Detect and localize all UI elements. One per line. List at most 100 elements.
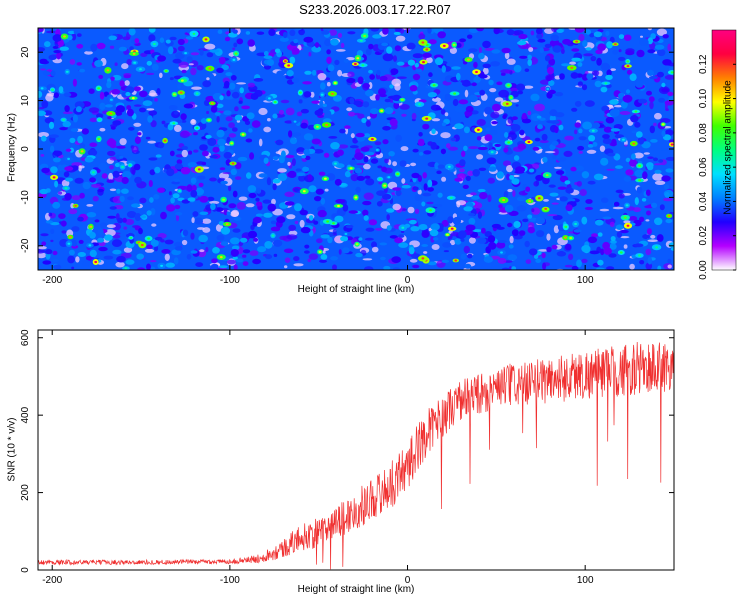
heatmap-cell <box>473 61 478 69</box>
heatmap-cell <box>64 166 74 171</box>
heatmap-cell <box>116 145 126 149</box>
heatmap-cell <box>38 90 43 98</box>
heatmap-cell <box>256 187 262 194</box>
heatmap-cell <box>658 159 664 163</box>
heatmap-cell <box>238 196 248 201</box>
heatmap-cell <box>249 152 255 160</box>
heatmap-cell <box>635 131 643 138</box>
heatmap-cell <box>454 238 462 245</box>
heatmap-cell <box>148 34 156 42</box>
heatmap-cell <box>634 243 644 248</box>
heatmap-cell <box>513 30 524 36</box>
heatmap-cell <box>154 166 161 174</box>
heatmap-cell <box>289 137 298 145</box>
heatmap-cell <box>363 156 369 163</box>
heatmap-cell <box>45 249 53 255</box>
heatmap-cell <box>267 118 271 122</box>
heatmap-cell <box>638 254 641 257</box>
heatmap-cell <box>515 104 519 107</box>
heatmap-cell <box>207 119 211 122</box>
heatmap-cell <box>132 52 136 55</box>
heatmap-cell <box>417 138 425 147</box>
heatmap-cell <box>115 261 125 268</box>
heatmap-cell <box>394 28 402 32</box>
heatmap-cell <box>427 261 437 266</box>
heatmap-cell <box>106 81 112 89</box>
heatmap-cell <box>317 209 327 218</box>
heatmap-cell <box>576 180 583 187</box>
heatmap-cell <box>248 192 257 199</box>
heatmap-cell <box>86 212 97 218</box>
heatmap-cell <box>393 55 397 62</box>
heatmap-cell <box>38 110 46 117</box>
heatmap-cell <box>68 249 75 256</box>
heatmap-cell <box>151 63 159 71</box>
heatmap-cell <box>174 163 183 170</box>
heatmap-cell <box>49 145 55 153</box>
heatmap-cell <box>294 28 303 31</box>
heatmap-cell <box>174 204 181 210</box>
heatmap-cell <box>69 137 76 144</box>
heatmap-cell <box>176 148 184 151</box>
heatmap-cell <box>326 49 331 55</box>
heatmap-cell <box>263 51 269 56</box>
heatmap-cell <box>635 80 644 88</box>
heatmap-cell <box>511 266 517 270</box>
heatmap-cell <box>548 89 556 95</box>
heatmap-cell <box>210 203 216 211</box>
heatmap-cell <box>634 121 641 128</box>
heatmap-cell <box>488 242 497 250</box>
heatmap-cell <box>148 28 156 33</box>
heatmap-cell <box>459 168 465 173</box>
heatmap-cell <box>360 146 370 152</box>
heatmap-cell <box>657 265 662 270</box>
heatmap-cell <box>168 105 178 110</box>
heatmap-cell <box>154 236 163 241</box>
heatmap-cell <box>578 150 583 154</box>
heatmap-cell <box>294 203 302 212</box>
heatmap-cell <box>288 130 293 138</box>
colorbar-frame <box>711 29 737 271</box>
heatmap-cell <box>277 173 288 181</box>
heatmap-cell <box>586 73 594 80</box>
heatmap-cell <box>423 183 428 191</box>
heatmap-cell <box>652 173 663 181</box>
heatmap-cell <box>319 259 327 263</box>
heatmap-cell <box>389 84 394 89</box>
heatmap-cell <box>191 217 195 224</box>
heatmap-cell <box>123 247 133 253</box>
heatmap-cell <box>631 153 636 160</box>
heatmap-cell <box>593 31 603 38</box>
heatmap-cell <box>268 28 276 36</box>
heatmap-cell <box>157 55 167 62</box>
heatmap-cell <box>618 193 625 199</box>
heatmap-cell <box>133 122 142 127</box>
heatmap-cell <box>109 45 115 49</box>
heatmap-cell <box>636 186 643 194</box>
heatmap-cell <box>125 218 135 226</box>
heatmap-cell <box>536 34 543 39</box>
heatmap-cell <box>286 69 294 77</box>
heatmap-cell <box>532 146 540 151</box>
snr-xlabel: Height of straight line (km) <box>297 584 415 595</box>
heatmap-cell <box>600 157 609 166</box>
heatmap-cell <box>536 230 545 238</box>
heatmap-cell <box>228 203 237 209</box>
heatmap-cell <box>609 221 615 227</box>
heatmap-cell <box>278 109 285 115</box>
heatmap-cell <box>552 45 562 53</box>
heatmap-cell <box>647 49 656 54</box>
heatmap-cell <box>542 156 548 163</box>
heatmap-cell <box>592 122 601 129</box>
heatmap-cell <box>525 186 531 192</box>
heatmap-cell <box>205 134 212 139</box>
heatmap-cell <box>174 124 182 132</box>
heatmap-cell <box>379 75 388 82</box>
heatmap-cell <box>302 190 306 193</box>
heatmap-cell <box>446 143 451 149</box>
heatmap-cell <box>337 204 340 208</box>
heatmap-cell <box>219 95 224 101</box>
heatmap-cell <box>215 207 224 212</box>
heatmap-cell <box>647 28 653 31</box>
heatmap-cell <box>273 253 278 257</box>
